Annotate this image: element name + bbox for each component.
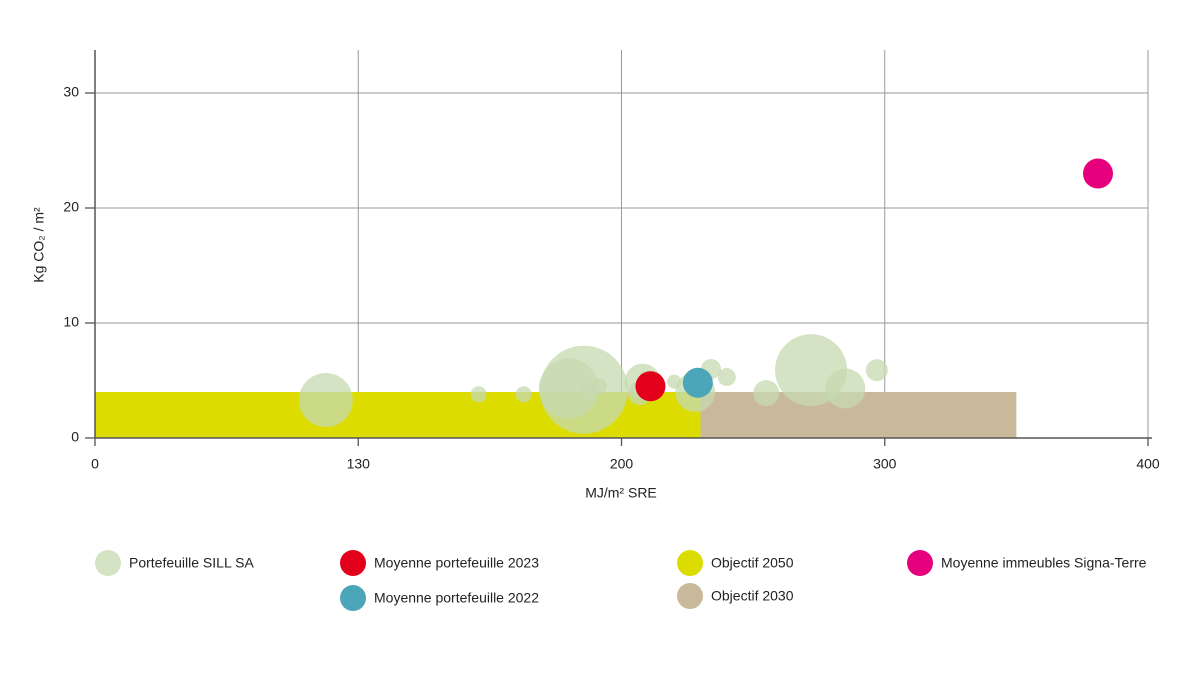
x-tick-label: 200	[610, 456, 634, 472]
bubble	[1082, 158, 1113, 189]
y-tick-label: 0	[71, 429, 79, 445]
y-tick-label: 30	[63, 84, 79, 100]
x-tick-label: 300	[873, 456, 897, 472]
legend-label: Moyenne portefeuille 2023	[374, 555, 539, 571]
bubble	[682, 367, 713, 398]
bubble	[717, 368, 736, 387]
legend-label: Objectif 2050	[711, 555, 794, 571]
legend-label: Portefeuille SILL SA	[129, 555, 254, 571]
bubble	[865, 359, 888, 382]
y-axis-label: Kg CO₂ / m²	[31, 207, 47, 283]
legend-swatch	[677, 583, 703, 609]
x-tick-label: 130	[347, 456, 371, 472]
y-tick-label: 10	[63, 314, 79, 330]
bubble	[580, 385, 595, 399]
legend-swatch	[95, 550, 121, 576]
bubble	[298, 373, 353, 428]
legend-label: Moyenne immeubles Signa-Terre	[941, 555, 1147, 571]
bubble	[470, 386, 487, 403]
x-axis-label: MJ/m² SRE	[585, 485, 657, 501]
x-tick-label: 0	[91, 456, 99, 472]
y-tick-label: 20	[63, 199, 79, 215]
legend-swatch	[340, 585, 366, 611]
bubble	[515, 386, 532, 403]
bubble	[635, 371, 666, 402]
bubble	[825, 368, 866, 409]
legend-swatch	[907, 550, 933, 576]
legend-label: Objectif 2030	[711, 588, 794, 604]
bubble	[753, 380, 780, 407]
bubble	[538, 358, 599, 419]
legend-swatch	[340, 550, 366, 576]
bubble	[590, 378, 607, 395]
legend-swatch	[677, 550, 703, 576]
legend-label: Moyenne portefeuille 2022	[374, 590, 539, 606]
x-tick-label: 400	[1136, 456, 1160, 472]
